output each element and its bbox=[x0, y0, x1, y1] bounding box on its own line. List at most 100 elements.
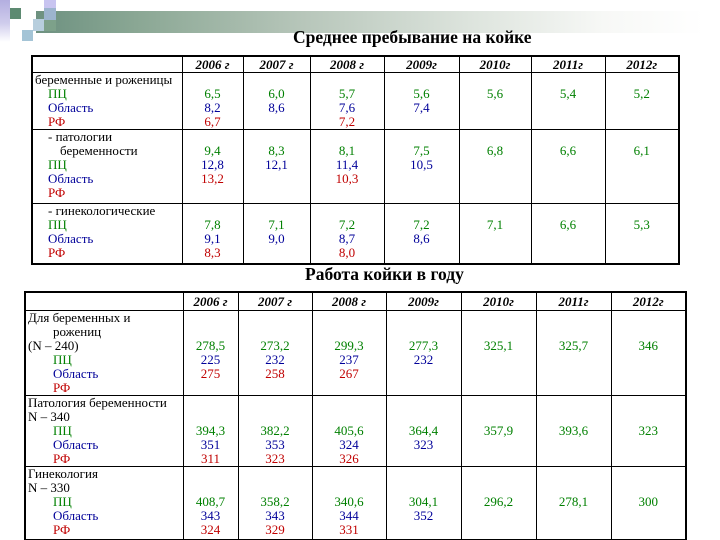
value-cell: 340,6 344 331 bbox=[311, 466, 387, 540]
value-line: 340,6 bbox=[334, 494, 364, 509]
value-cell-spacer bbox=[313, 311, 386, 339]
value-line: 258 bbox=[265, 366, 285, 381]
value-line: 232 bbox=[413, 352, 434, 367]
value-cell-spacer bbox=[460, 130, 531, 144]
year-header: 2008 г bbox=[311, 291, 387, 311]
value-cell: 358,2 343 329 bbox=[237, 466, 313, 540]
value-line: 405,6 bbox=[334, 423, 364, 438]
value-cell: 7,1 bbox=[458, 203, 532, 264]
row-label-cell: - патологии беременности ПЦ Область РФ bbox=[31, 129, 183, 204]
value-cell-spacer bbox=[385, 204, 459, 218]
value-line: 323 bbox=[265, 451, 285, 466]
value-line: 331 bbox=[339, 522, 359, 537]
value-cell: 408,7 343 324 bbox=[182, 466, 239, 540]
value-line: 7,2 bbox=[413, 217, 430, 232]
row-label-line: Патология беременности bbox=[28, 395, 167, 410]
value-cell: 6,6 bbox=[530, 129, 606, 204]
row-label-line: РФ bbox=[48, 114, 66, 129]
table-row-group: Гинекология N – 330 ПЦ Область РФ 408,7 343 324… bbox=[24, 466, 687, 540]
row-label-line: Область bbox=[53, 508, 99, 523]
value-cell: 5,6 7,4 bbox=[383, 72, 460, 130]
value-cell-spacer bbox=[184, 311, 238, 339]
row-label-line: Гинекология bbox=[28, 466, 98, 481]
corner-cell bbox=[24, 291, 184, 311]
value-cell-spacer bbox=[313, 396, 386, 424]
value-cell-spacer bbox=[184, 396, 238, 424]
value-cell: 5,6 bbox=[458, 72, 532, 130]
value-line: 343 bbox=[200, 508, 221, 523]
value-cell: 382,2 353 323 bbox=[237, 395, 313, 467]
value-cell-spacer bbox=[537, 311, 611, 339]
year-header: 2012г bbox=[610, 291, 687, 311]
value-cell: 300 bbox=[610, 466, 687, 540]
value-line: 382,2 bbox=[260, 423, 290, 438]
value-cell: 5,3 bbox=[604, 203, 680, 264]
value-cell-spacer bbox=[311, 204, 384, 218]
table2-title: Работа койки в году bbox=[305, 264, 464, 284]
value-cell-spacer bbox=[244, 204, 310, 218]
value-cell: 5,7 7,6 7,2 bbox=[309, 72, 385, 130]
value-cell: 5,4 bbox=[530, 72, 606, 130]
value-line: 237 bbox=[339, 352, 359, 367]
year-header: 2010г bbox=[460, 291, 537, 311]
value-cell: 7,5 10,5 bbox=[383, 129, 460, 204]
table-row-group: - гинекологические ПЦ Область РФ 7,8 9,1 8,3 7,… bbox=[31, 203, 680, 264]
row-label-line: РФ bbox=[48, 185, 66, 200]
value-line: 277,3 bbox=[408, 338, 439, 353]
value-cell-spacer bbox=[239, 396, 312, 424]
value-line: 8,1 bbox=[338, 143, 356, 158]
value-cell: 273,2 232 258 bbox=[237, 310, 313, 396]
value-line: 6,1 bbox=[633, 143, 650, 158]
avg-stay-table: 2006 г 2007 г 2008 г 2009г 2010г 2011г 2… bbox=[31, 55, 680, 265]
value-line: 8,3 bbox=[204, 245, 221, 260]
value-line: 5,7 bbox=[338, 86, 356, 101]
row-label-line: Область bbox=[48, 231, 94, 246]
row-label-line: N – 330 bbox=[28, 480, 70, 495]
value-line: 5,6 bbox=[413, 86, 430, 101]
value-cell: 6,0 8,6 bbox=[242, 72, 311, 130]
row-label-cell: - гинекологические ПЦ Область РФ bbox=[31, 203, 183, 264]
value-cell: 8,3 12,1 bbox=[242, 129, 311, 204]
value-line: 304,1 bbox=[408, 494, 439, 509]
value-line: 8,3 bbox=[268, 143, 285, 158]
year-header: 2011г bbox=[535, 291, 612, 311]
value-cell-spacer bbox=[462, 311, 536, 339]
value-cell: 278,1 bbox=[535, 466, 612, 540]
value-line: 364,4 bbox=[408, 423, 439, 438]
value-cell-spacer bbox=[244, 130, 310, 144]
value-line: 11,4 bbox=[335, 157, 359, 172]
value-cell-spacer bbox=[606, 73, 679, 87]
value-line: 267 bbox=[339, 366, 359, 381]
decor-gradient-bar bbox=[36, 11, 704, 33]
value-cell-spacer bbox=[532, 130, 605, 144]
value-cell: 394,3 351 311 bbox=[182, 395, 239, 467]
value-line: 5,4 bbox=[559, 86, 577, 101]
value-line: 351 bbox=[200, 437, 221, 452]
value-line: 357,9 bbox=[483, 423, 514, 438]
table-row-group: - патологии беременности ПЦ Область РФ 9,4 12,… bbox=[31, 129, 680, 204]
value-cell-spacer bbox=[183, 204, 243, 218]
value-cell-spacer bbox=[537, 396, 611, 424]
value-line: 352 bbox=[413, 508, 434, 523]
value-cell: 304,1 352 bbox=[385, 466, 462, 540]
value-cell: 7,1 9,0 bbox=[242, 203, 311, 264]
row-label-line: Для беременных и bbox=[28, 310, 131, 325]
row-label-line: ПЦ bbox=[48, 157, 67, 172]
value-line: 10,5 bbox=[410, 157, 433, 172]
row-label-line: беременные и роженицы bbox=[35, 72, 173, 87]
row-label-line: беременности bbox=[60, 143, 138, 158]
row-label-line: Область bbox=[53, 366, 99, 381]
row-label-line: Область bbox=[53, 437, 99, 452]
value-cell: 346 bbox=[610, 310, 687, 396]
value-line: 7,2 bbox=[338, 217, 356, 232]
value-line: 275 bbox=[200, 366, 221, 381]
value-line: 344 bbox=[339, 508, 359, 523]
value-cell-spacer bbox=[311, 130, 384, 144]
value-cell-spacer bbox=[606, 130, 679, 144]
row-label-line: - гинекологические bbox=[48, 203, 156, 218]
value-line: 393,6 bbox=[558, 423, 589, 438]
value-line: 9,4 bbox=[204, 143, 221, 158]
header-row: 2006 г 2007 г 2008 г 2009г 2010г 2011г 2… bbox=[24, 291, 687, 311]
value-cell-spacer bbox=[462, 396, 536, 424]
value-cell: 277,3 232 bbox=[385, 310, 462, 396]
